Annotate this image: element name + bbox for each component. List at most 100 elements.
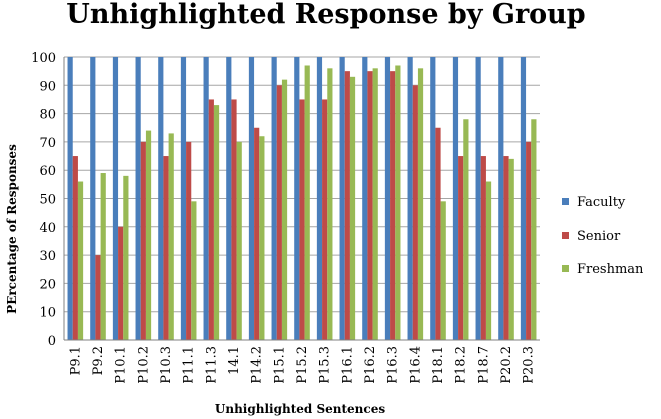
bar-senior-P9.2 (95, 255, 101, 340)
bar-freshman-P15.3 (327, 68, 333, 340)
bar-faculty-P10.3 (158, 57, 164, 340)
x-tick-label: P15.1 (272, 346, 287, 384)
x-tick-label: P16.4 (408, 346, 423, 384)
bar-senior-P10.2 (140, 141, 146, 340)
bars (67, 57, 537, 341)
x-tick-label: P10.2 (136, 346, 151, 384)
bar-senior-P18.1 (435, 127, 441, 340)
bar-freshman-P11.3 (213, 105, 220, 340)
bar-faculty-P11.1 (180, 57, 187, 340)
bar-senior-P20.3 (526, 141, 532, 340)
x-tick-label: P9.1 (68, 346, 83, 375)
y-tick-label: 60 (39, 164, 56, 179)
x-tick-label: P15.3 (318, 346, 333, 384)
bar-senior-P15.2 (299, 99, 305, 340)
bar-senior-P10.3 (163, 156, 169, 340)
bar-faculty-P18.7 (475, 57, 481, 340)
x-tick-label: P16.3 (386, 346, 401, 384)
bar-freshman-P16.4 (417, 68, 424, 340)
bar-faculty-P9.1 (67, 57, 73, 340)
bar-faculty-P15.3 (316, 57, 323, 340)
bar-senior-14.1 (231, 99, 237, 340)
bar-freshman-P10.1 (123, 175, 129, 340)
x-tick-label: P20.3 (522, 346, 537, 384)
x-axis-ticks: P9.1 P9.2 P10.1 P10.2 P10.3 P11.1 P11.3 14.1 P14… (68, 346, 536, 384)
bar-faculty-P16.4 (407, 57, 413, 340)
bar-senior-P10.1 (118, 226, 124, 340)
bar-freshman-P15.1 (281, 79, 288, 340)
y-tick-label: 30 (39, 249, 56, 264)
y-tick-label: 40 (39, 221, 56, 236)
bar-faculty-P15.1 (271, 57, 277, 340)
bar-senior-P11.1 (186, 141, 192, 340)
y-tick-label: 0 (48, 334, 56, 349)
x-tick-label: P10.3 (159, 346, 174, 384)
x-tick-label: P16.2 (363, 346, 378, 384)
x-tick-label: P18.1 (431, 346, 446, 384)
bar-senior-P15.3 (322, 99, 328, 340)
y-tick-label: 70 (39, 136, 56, 151)
bar-senior-P9.1 (72, 156, 78, 340)
bar-senior-P20.2 (503, 156, 509, 340)
bar-faculty-P20.2 (498, 57, 504, 340)
bar-faculty-P11.3 (203, 57, 209, 340)
bar-freshman-P16.1 (349, 76, 356, 340)
bar-faculty-P16.2 (362, 57, 368, 340)
bar-faculty-P15.2 (294, 57, 300, 340)
x-tick-label: P9.2 (91, 346, 106, 375)
bar-faculty-P16.3 (384, 57, 391, 340)
legend: Faculty Senior Freshman (562, 195, 644, 277)
legend-label-senior: Senior (577, 229, 621, 244)
y-tick-label: 80 (39, 108, 56, 123)
y-tick-label: 10 (39, 306, 56, 321)
bar-senior-P11.3 (208, 99, 214, 340)
bar-freshman-P16.2 (372, 68, 378, 340)
bar-faculty-P18.2 (452, 57, 459, 340)
y-axis-ticks: 0 10 20 30 40 50 60 70 80 90 100 (31, 51, 56, 349)
legend-swatch-senior (562, 232, 569, 239)
x-tick-label: P16.1 (340, 346, 355, 384)
bar-senior-P18.7 (480, 156, 486, 340)
bar-freshman-P18.2 (463, 119, 469, 340)
bar-freshman-P18.7 (485, 181, 492, 340)
bar-senior-P14.2 (254, 127, 260, 340)
bar-senior-P16.2 (367, 71, 373, 341)
bar-freshman-P14.2 (259, 136, 265, 340)
y-tick-label: 50 (39, 193, 56, 208)
bar-senior-P16.3 (390, 71, 396, 341)
bar-faculty-P18.1 (430, 57, 436, 340)
x-tick-label: P18.7 (476, 346, 491, 384)
bar-freshman-P9.2 (100, 173, 106, 340)
y-tick-label: 20 (39, 277, 56, 292)
x-tick-label: P18.2 (454, 346, 469, 384)
bar-freshman-P15.2 (304, 65, 310, 341)
bar-faculty-P16.1 (339, 57, 345, 340)
bar-senior-P18.2 (458, 156, 464, 340)
bar-faculty-14.1 (226, 57, 232, 340)
x-tick-label: P10.1 (114, 346, 129, 384)
legend-label-faculty: Faculty (577, 195, 626, 210)
chart-title: Unhighlighted Response by Group (66, 0, 585, 30)
x-tick-label: P11.3 (204, 346, 219, 384)
bar-senior-P16.1 (344, 71, 350, 341)
x-tick-label: P20.2 (499, 346, 514, 384)
bar-faculty-P10.1 (112, 57, 119, 340)
axes (63, 57, 540, 341)
bar-freshman-P10.3 (168, 133, 174, 340)
bar-senior-P16.4 (412, 85, 418, 340)
bar-senior-P15.1 (276, 85, 282, 340)
bar-freshman-P20.3 (531, 119, 537, 340)
legend-swatch-freshman (562, 265, 569, 272)
x-tick-label: P15.2 (295, 346, 310, 384)
bar-freshman-P20.2 (508, 158, 514, 340)
x-tick-label: P14.2 (250, 346, 265, 384)
bar-freshman-P9.1 (77, 181, 84, 340)
bar-freshman-P11.1 (191, 201, 197, 340)
x-tick-label: P11.1 (182, 346, 197, 384)
legend-label-freshman: Freshman (577, 262, 644, 277)
x-tick-label: 14.1 (227, 346, 242, 375)
y-tick-label: 90 (39, 79, 56, 94)
bar-faculty-P9.2 (90, 57, 96, 340)
bar-freshman-P10.2 (145, 130, 152, 340)
